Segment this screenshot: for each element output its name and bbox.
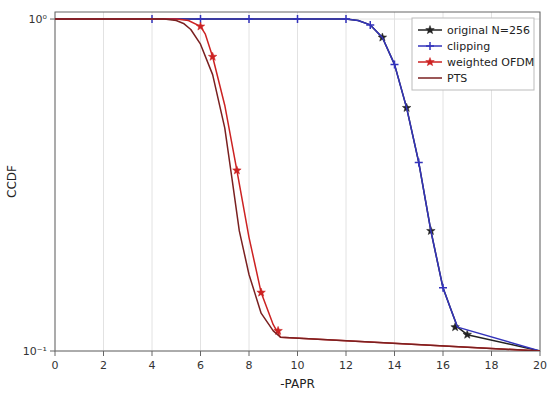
plot-frame: [55, 12, 540, 351]
tick-y: [50, 19, 55, 20]
series-marker: [245, 15, 253, 23]
series-marker: [439, 284, 447, 292]
tick-label-x: 0: [52, 359, 59, 372]
tick-x: [346, 351, 347, 356]
tick-label-x: 10: [291, 359, 305, 372]
tick-x: [200, 351, 201, 356]
plot-area: [55, 12, 540, 351]
grid-line-x: [249, 12, 250, 351]
tick-x: [55, 351, 56, 356]
legend-box: [412, 18, 534, 90]
legend-label: clipping: [447, 40, 490, 53]
tick-label-y: 10⁻¹: [23, 345, 47, 358]
series-marker: [208, 52, 217, 60]
series-marker: [391, 60, 399, 68]
series-marker: [233, 166, 242, 174]
tick-x: [103, 351, 104, 356]
legend-label: PTS: [447, 72, 467, 85]
tick-x: [540, 351, 541, 356]
data-layer: [55, 15, 540, 351]
y-axis-label: CCDF: [5, 165, 19, 198]
tick-label-x: 18: [485, 359, 499, 372]
tick-y: [50, 351, 55, 352]
series-line: [55, 19, 540, 351]
legend-label: original N=256: [447, 24, 530, 37]
series-marker: [342, 15, 350, 23]
grid-line-x: [346, 12, 347, 351]
legend-label: weighted OFDM: [447, 56, 534, 69]
legend-marker: [426, 58, 435, 66]
grid-line-x: [152, 12, 153, 351]
tick-label-x: 16: [436, 359, 450, 372]
tick-x: [152, 351, 153, 356]
tick-label-x: 14: [388, 359, 402, 372]
series-marker: [196, 22, 205, 30]
grid-line-x: [297, 12, 298, 351]
series-marker: [366, 21, 374, 29]
tick-x: [394, 351, 395, 356]
legend-marker: [426, 26, 435, 34]
legend-swatch: [418, 77, 442, 79]
tick-label-y: 10⁰: [29, 13, 48, 26]
tick-x: [491, 351, 492, 356]
grid: [55, 12, 540, 351]
series-line: [55, 19, 540, 351]
series-marker: [257, 288, 266, 296]
tick-x: [297, 351, 298, 356]
tick-label-x: 20: [533, 359, 547, 372]
x-axis-label: -PAPR: [280, 377, 315, 391]
legend: original N=256 clipping weighted OFDM PTS: [412, 18, 534, 90]
legend-marker: [426, 42, 434, 50]
tick-x: [443, 351, 444, 356]
tick-label-x: 4: [149, 359, 156, 372]
tick-label-x: 12: [339, 359, 353, 372]
series-marker: [294, 15, 302, 23]
series-marker: [415, 158, 423, 166]
series-line: [55, 19, 540, 351]
series-line: [55, 19, 540, 351]
tick-label-x: 8: [246, 359, 253, 372]
chart: 0 2 4 6 8 10 12 14 16 18 20 10⁻¹ 10⁰ -PAPR CCDF origina…: [0, 0, 552, 396]
tick-x: [249, 351, 250, 356]
grid-line-x: [103, 12, 104, 351]
grid-line-x: [200, 12, 201, 351]
tick-label-x: 2: [100, 359, 107, 372]
tick-label-x: 6: [197, 359, 204, 372]
